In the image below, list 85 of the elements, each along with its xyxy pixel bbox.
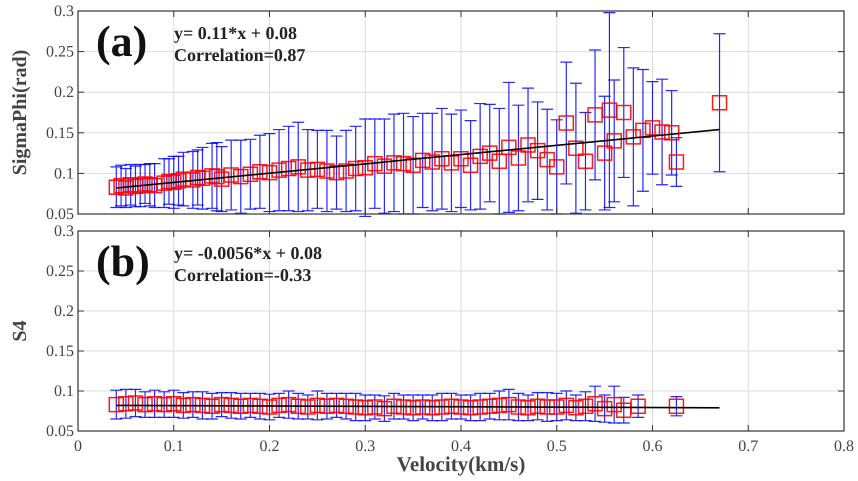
- point: [414, 399, 430, 415]
- point: [348, 399, 364, 415]
- point: [118, 396, 134, 412]
- point: [606, 396, 622, 412]
- x-tick-label: 0.4: [451, 438, 471, 455]
- point: [434, 399, 450, 415]
- y-axis-title: SigmaPhi(rad): [9, 50, 31, 176]
- point: [223, 398, 239, 414]
- point: [280, 396, 296, 412]
- point: [386, 398, 402, 414]
- y-axis-title: S4: [9, 320, 31, 342]
- point: [482, 398, 498, 414]
- point: [242, 398, 258, 414]
- point: [549, 399, 564, 415]
- point: [233, 398, 249, 414]
- y-tick-label: 0.2: [54, 303, 74, 320]
- y-tick-label: 0.3: [54, 223, 74, 240]
- point: [328, 398, 344, 414]
- annotation: (a): [96, 17, 148, 66]
- y-tick-label: 0.2: [54, 84, 74, 102]
- point: [338, 398, 354, 414]
- point: [578, 398, 594, 414]
- x-tick-label: 0.3: [355, 438, 376, 455]
- point: [616, 402, 632, 418]
- point: [630, 398, 646, 414]
- x-tick-label: 0.6: [642, 438, 662, 455]
- x-tick-label: 0.8: [834, 438, 854, 455]
- point: [462, 400, 478, 416]
- y-tick-label: 0.1: [54, 383, 74, 400]
- point: [204, 398, 220, 414]
- x-axis-title: Velocity(km/s): [396, 452, 526, 476]
- point: [492, 398, 508, 414]
- point: [396, 399, 412, 415]
- point: [501, 396, 517, 412]
- y-tick-label: 0.1: [54, 165, 74, 182]
- point: [367, 399, 383, 415]
- x-tick-label: 0.5: [546, 438, 567, 455]
- annotation: y= 0.11*x + 0.08: [174, 23, 298, 43]
- point: [376, 400, 392, 416]
- annotation: y= -0.0056*x + 0.08: [174, 243, 322, 263]
- point: [290, 398, 306, 414]
- point: [510, 399, 526, 415]
- point: [596, 400, 612, 416]
- point: [262, 399, 278, 415]
- annotation: Correlation=0.87: [174, 45, 306, 65]
- point: [453, 399, 469, 415]
- point: [424, 400, 440, 416]
- point: [472, 399, 488, 415]
- point: [300, 399, 316, 415]
- point: [405, 400, 421, 416]
- point: [539, 399, 555, 415]
- point: [194, 398, 210, 414]
- point: [319, 398, 335, 414]
- point: [185, 396, 201, 412]
- point: [156, 396, 172, 412]
- annotation: (b): [96, 237, 150, 286]
- point: [166, 396, 182, 412]
- point: [520, 400, 536, 416]
- point: [444, 398, 460, 414]
- point: [137, 396, 153, 412]
- y-tick-label: 0.25: [46, 263, 74, 280]
- x-tick-label: 0.7: [738, 438, 758, 455]
- point: [214, 396, 230, 412]
- y-tick-label: 0.3: [54, 3, 74, 20]
- point: [568, 400, 584, 416]
- x-tick-label: 0.2: [260, 438, 280, 455]
- point: [358, 400, 373, 416]
- y-tick-label: 0.05: [46, 423, 74, 440]
- y-tick-label: 0.05: [46, 206, 74, 223]
- point: [558, 398, 574, 414]
- point: [108, 396, 124, 412]
- x-tick-label: 0.1: [164, 438, 184, 455]
- point: [271, 398, 287, 414]
- annotation: Correlation=-0.33: [174, 265, 312, 285]
- point: [128, 395, 144, 411]
- y-tick-label: 0.15: [46, 124, 74, 142]
- point: [530, 398, 546, 414]
- point: [146, 396, 162, 412]
- point: [587, 396, 603, 412]
- point: [176, 398, 192, 414]
- point: [310, 398, 326, 414]
- y-tick-label: 0.25: [46, 44, 74, 61]
- x-tick-label: 0: [74, 438, 82, 455]
- point: [252, 398, 268, 414]
- y-tick-label: 0.15: [46, 343, 74, 360]
